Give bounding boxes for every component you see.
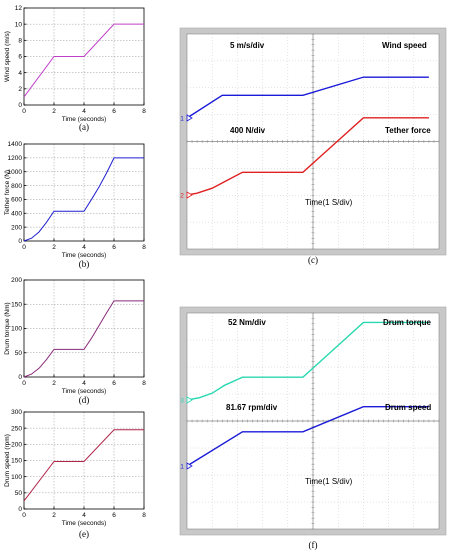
y-tick-label: 4	[18, 70, 22, 77]
x-tick-label: 2	[52, 380, 56, 387]
y-tick-label: 250	[11, 425, 22, 432]
figure-caption: (b)	[79, 259, 90, 269]
x-tick-label: 0	[22, 380, 26, 387]
y-axis-label: Wind speed (m/s)	[4, 31, 11, 82]
scope-trace	[186, 76, 429, 119]
y-tick-label: 100	[11, 474, 22, 481]
y-tick-label: 2	[18, 86, 22, 93]
time-base-label: Time(1 S/div)	[305, 477, 353, 486]
y-tick-label: 150	[11, 301, 22, 308]
y-tick-label: 150	[11, 458, 22, 465]
x-tick-label: 8	[142, 512, 146, 519]
channel-scale-label: 52 Nm/div	[228, 318, 266, 327]
y-tick-label: 1200	[8, 155, 23, 162]
x-axis-label: Time (seconds)	[62, 520, 107, 527]
y-tick-label: 800	[11, 183, 22, 190]
y-tick-label: 0	[18, 506, 22, 513]
series-line	[23, 23, 144, 98]
channel-marker-label: 2	[180, 193, 184, 200]
channel-name-label: Tether force	[385, 126, 431, 135]
y-axis-label: Tether force (N)	[4, 170, 11, 215]
y-tick-label: 200	[11, 224, 22, 231]
x-axis-label: Time (seconds)	[62, 116, 107, 123]
channel-marker-icon	[186, 396, 193, 404]
x-tick-label: 4	[82, 512, 86, 519]
channel-marker-icon	[186, 462, 193, 470]
series-line	[23, 429, 144, 502]
x-axis-label: Time (seconds)	[62, 388, 107, 395]
scope-trace	[186, 321, 429, 401]
y-tick-label: 50	[15, 350, 23, 357]
x-tick-label: 6	[112, 108, 116, 115]
channel-marker-icon	[186, 191, 193, 199]
figure-caption: (f)	[309, 540, 318, 550]
y-axis-label: Drum torque (Nm)	[4, 302, 11, 354]
figure-caption: (d)	[79, 395, 90, 405]
y-tick-label: 0	[18, 102, 22, 109]
chart-b: 0 2 4 6 8 0 200 400 600 800 1000 1200 1400 Time (seco…	[4, 141, 146, 269]
chart-e: 0 2 4 6 8 0 50 100 150 200 250 300 Time (seconds) Dru…	[4, 409, 146, 539]
y-tick-label: 400	[11, 210, 22, 217]
x-tick-label: 2	[52, 244, 56, 251]
figure-caption: (c)	[308, 255, 318, 265]
y-tick-label: 6	[18, 54, 22, 61]
y-axis-label: Drum speed (rpm)	[4, 434, 11, 487]
channel-marker-label: 1	[180, 116, 184, 123]
x-tick-label: 0	[22, 512, 26, 519]
y-tick-label: 200	[11, 442, 22, 449]
figure-caption: (a)	[79, 122, 89, 132]
channel-marker-label: 3	[180, 398, 184, 405]
scope-c: 1 5 m/s/div Wind speed 2 400 N/div Tether for…	[179, 27, 447, 265]
figure-caption: (e)	[79, 529, 89, 539]
y-tick-label: 0	[18, 238, 22, 245]
y-tick-label: 1000	[8, 169, 23, 176]
y-tick-label: 10	[15, 21, 23, 28]
y-tick-label: 1400	[8, 141, 23, 148]
plot-frame	[23, 7, 145, 106]
channel-name-label: Wind speed	[382, 41, 427, 50]
x-tick-label: 6	[112, 512, 116, 519]
y-tick-label: 50	[15, 490, 23, 497]
x-tick-label: 6	[112, 380, 116, 387]
chart-d: 0 2 4 6 8 0 50 100 150 200 Time (seconds) Drum torq…	[4, 277, 146, 405]
channel-name-label: Drum torque	[383, 318, 432, 327]
time-base-label: Time(1 S/div)	[305, 198, 353, 207]
y-tick-label: 300	[11, 409, 22, 416]
x-axis-label: Time (seconds)	[62, 252, 107, 259]
channel-name-label: Drum speed	[385, 403, 431, 412]
x-tick-label: 8	[142, 380, 146, 387]
y-tick-label: 8	[18, 38, 22, 45]
x-tick-label: 4	[82, 380, 86, 387]
x-tick-label: 8	[142, 108, 146, 115]
x-tick-label: 2	[52, 512, 56, 519]
y-tick-label: 0	[18, 374, 22, 381]
scope-trace	[186, 406, 429, 467]
scope-f: 3 52 Nm/div Drum torque 1 81.67 rpm/div Drum …	[179, 306, 447, 550]
channel-scale-label: 5 m/s/div	[230, 41, 265, 50]
channel-scale-label: 81.67 rpm/div	[226, 403, 278, 412]
scope-trace	[186, 117, 429, 196]
x-tick-label: 8	[142, 244, 146, 251]
x-tick-label: 6	[112, 244, 116, 251]
channel-scale-label: 400 N/div	[230, 126, 266, 135]
channel-marker-label: 1	[180, 464, 184, 471]
channel-marker-icon	[186, 114, 193, 122]
x-tick-label: 0	[22, 244, 26, 251]
y-tick-label: 12	[15, 5, 23, 12]
y-tick-label: 200	[11, 277, 22, 284]
series-line	[23, 300, 144, 378]
x-tick-label: 0	[22, 108, 26, 115]
plot-frame	[23, 411, 145, 510]
series-line	[23, 157, 144, 242]
x-tick-label: 4	[82, 244, 86, 251]
x-tick-label: 4	[82, 108, 86, 115]
x-tick-label: 2	[52, 108, 56, 115]
y-tick-label: 600	[11, 197, 22, 204]
plot-frame	[23, 143, 145, 242]
y-tick-label: 100	[11, 326, 22, 333]
chart-a: 0 2 4 6 8 0 2 4 6 8 10 12 Time (seconds) Wind speed (…	[4, 5, 146, 132]
plot-frame	[23, 279, 145, 378]
